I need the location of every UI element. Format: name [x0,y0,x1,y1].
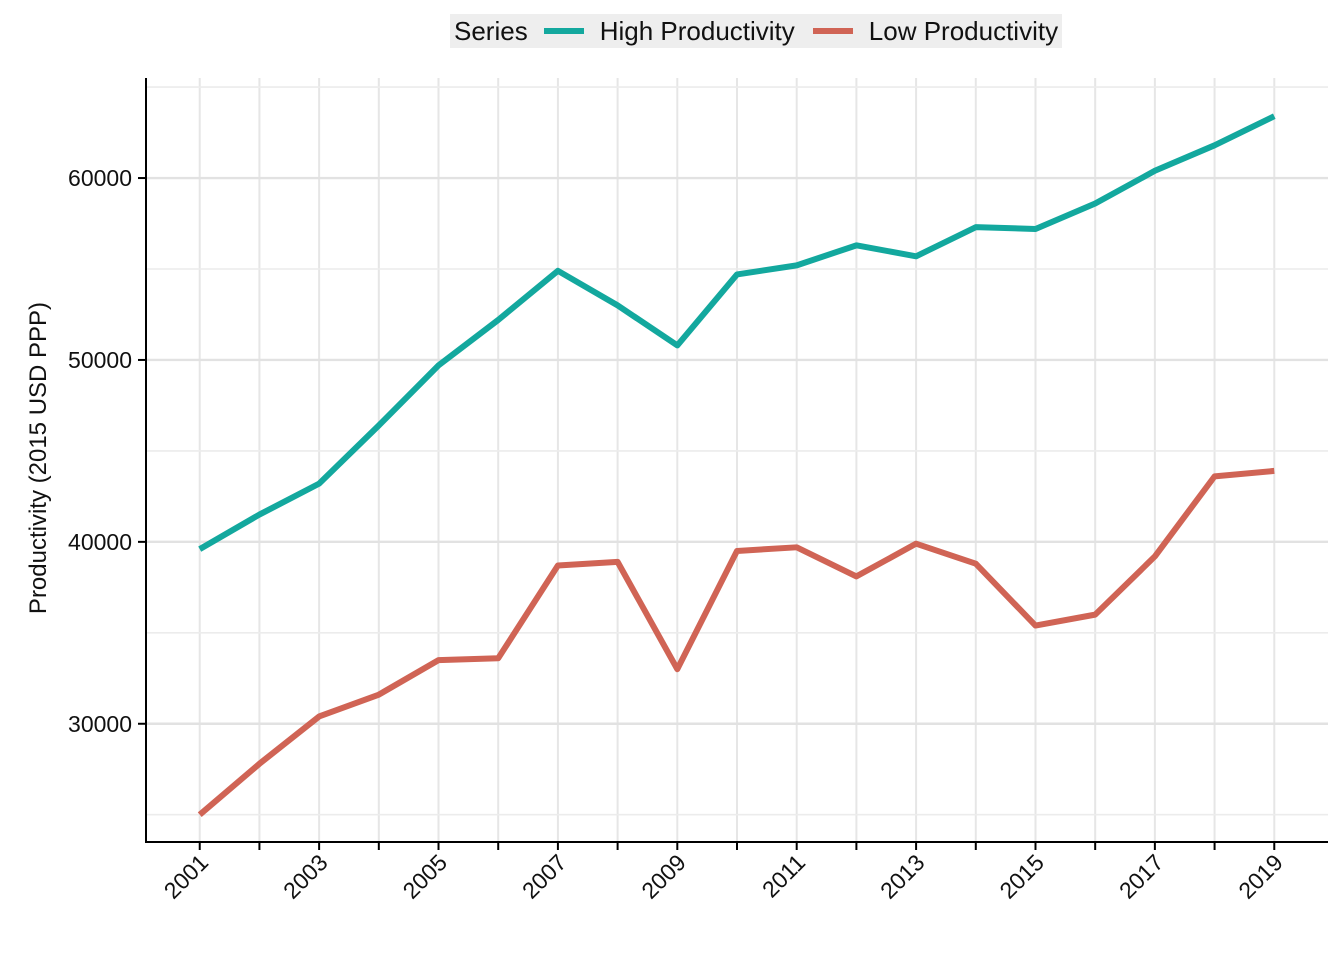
x-tick-label: 2017 [1114,849,1169,904]
y-tick-label: 60000 [68,165,132,191]
x-tick-label: 2005 [397,849,452,904]
x-tick-label: 2001 [159,849,214,904]
legend-label-low: Low Productivity [868,15,1059,46]
x-tick-label: 2013 [875,849,930,904]
x-tick-label: 2003 [278,849,333,904]
x-tick-label: 2009 [636,849,691,904]
axes: 30000 40000 50000 60000 2001 2003 2005 2007 2009… [68,78,1328,904]
x-tick-label: 2015 [994,849,1049,904]
legend-swatch-low [812,28,853,34]
series-line-high [198,113,1276,552]
legend-label-high: High Productivity [599,15,795,46]
x-tick-label: 2019 [1233,849,1288,904]
x-tick-label: 2011 [757,849,810,902]
y-tick-label: 40000 [68,529,132,555]
legend-title: Series [454,15,528,46]
series [197,113,1276,817]
grid [146,78,1328,842]
series-line-low [197,467,1275,817]
legend-item-high: High Productivity [543,15,795,47]
x-tick-label: 2007 [517,849,572,904]
legend: Series High Productivity Low Productivit… [450,14,1063,48]
legend-swatch-high [543,28,584,34]
y-tick-label: 30000 [68,711,132,737]
y-axis-label: Productivity (2015 USD PPP) [25,302,52,614]
legend-item-low: Low Productivity [812,15,1059,47]
y-tick-label: 50000 [68,347,132,373]
